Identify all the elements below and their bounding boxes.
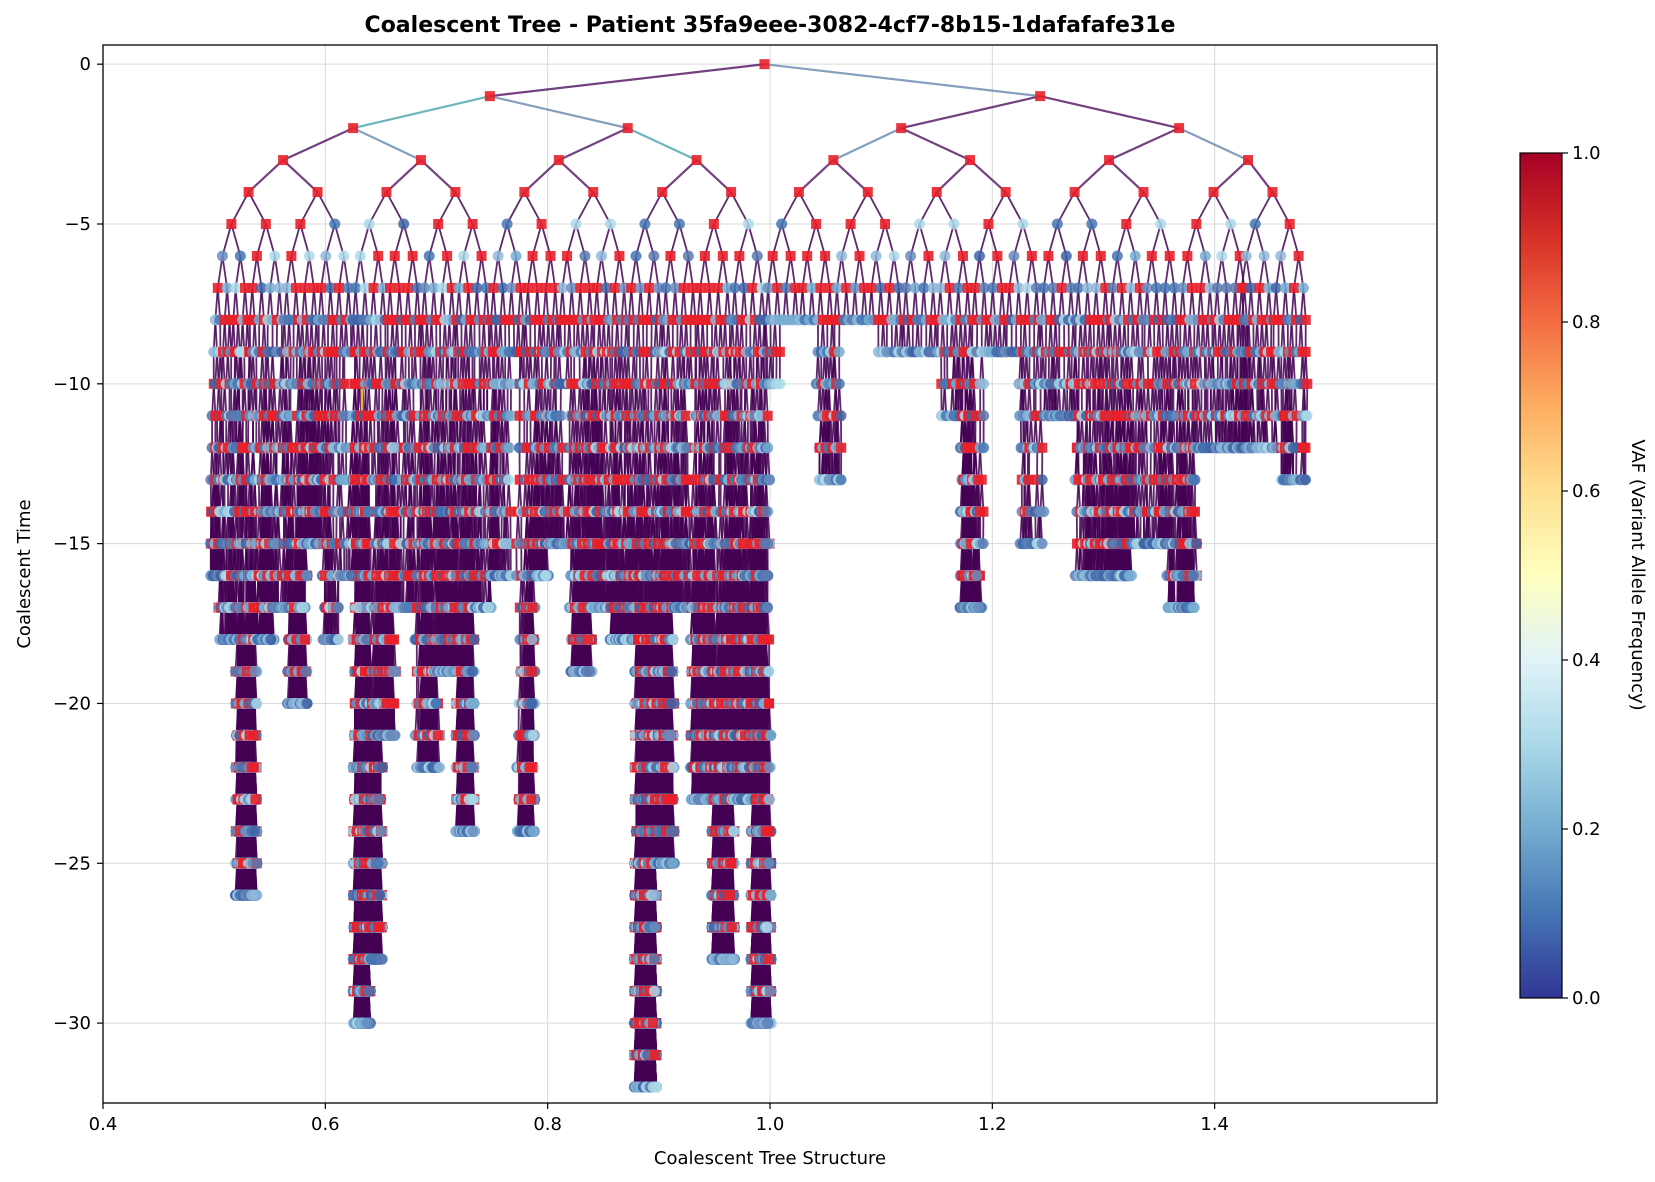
chart-title: Coalescent Tree - Patient 35fa9eee-3082-… (365, 13, 1176, 38)
